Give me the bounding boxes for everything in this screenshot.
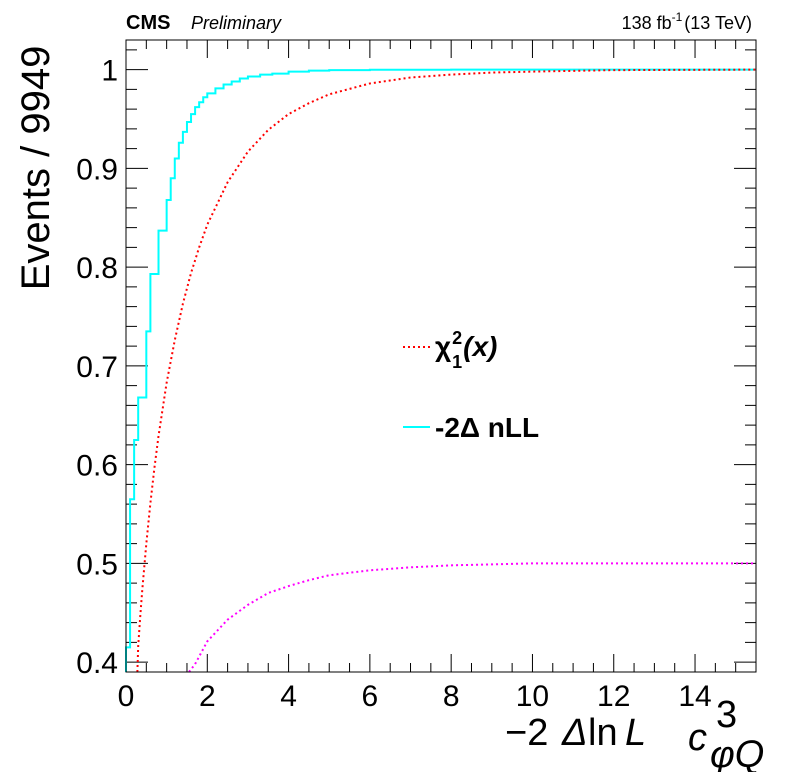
lumi-exponent: -1 (672, 10, 683, 24)
chi-arg: (x) (463, 331, 497, 362)
luminosity-label: 138 fb-1 (13 TeV) (622, 10, 752, 33)
experiment-label: CMS (126, 12, 170, 34)
x-axis-label: −2 Δ ln L c 3 φQ (505, 694, 764, 772)
axis-tick-labels: 0 2 4 6 8 10 12 140.40.50.60.70.80.91 (76, 55, 711, 713)
x-tick-label: 8 (443, 680, 460, 713)
series-line-0 (125, 68, 756, 672)
x-tick-label: 10 (516, 680, 549, 713)
x-axis-label-param: c (688, 717, 707, 759)
plot-frame (125, 39, 757, 673)
x-tick-label: 12 (597, 680, 630, 713)
x-axis-label-param-sup: 3 (716, 694, 737, 736)
y-tick-label: 0.5 (76, 548, 118, 581)
x-axis-label-prefix: −2 (505, 712, 548, 754)
x-axis-label-delta: Δ (561, 712, 588, 754)
chi-sup: 2 (452, 328, 462, 348)
x-tick-label: 0 (118, 680, 135, 713)
y-axis-label: Events / 9949 (14, 46, 58, 291)
y-tick-label: 1 (101, 55, 118, 88)
y-tick-label: 0.4 (76, 647, 118, 680)
series-group (125, 68, 757, 673)
x-tick-label: 4 (280, 680, 297, 713)
x-axis-label-l: L (625, 712, 646, 754)
y-tick-label: 0.8 (76, 252, 118, 285)
energy-value: (13 TeV) (684, 13, 752, 33)
legend-label-chi2: χ2 1(x) (435, 328, 497, 372)
legend: χ2 1(x) -2Δ nLL (403, 328, 539, 443)
x-tick-label: 14 (678, 680, 711, 713)
x-axis-label-param-sub: φQ (710, 734, 764, 772)
series-line-2 (188, 562, 756, 673)
y-tick-label: 0.7 (76, 351, 118, 384)
lumi-value: 138 fb (622, 13, 672, 33)
chi-sub: 1 (452, 352, 462, 372)
chi-symbol: χ (435, 331, 451, 362)
x-axis-label-ln: ln (588, 712, 618, 754)
status-label: Preliminary (191, 13, 282, 33)
y-tick-label: 0.9 (76, 153, 118, 186)
series-line-1 (136, 68, 757, 673)
x-tick-label: 6 (362, 680, 379, 713)
x-tick-label: 2 (199, 680, 216, 713)
y-tick-label: 0.6 (76, 450, 118, 483)
legend-label-nll: -2Δ nLL (435, 412, 539, 443)
